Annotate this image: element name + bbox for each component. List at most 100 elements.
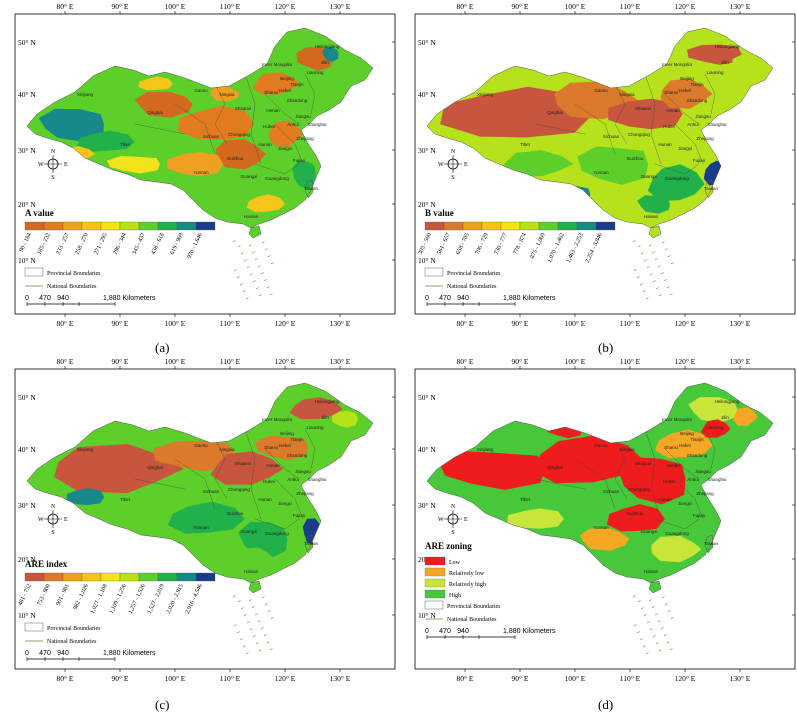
class-region (608, 98, 683, 130)
province-label: Ningxia (219, 92, 235, 97)
province-label: Yunnan (593, 170, 609, 175)
provincial-boundary (244, 73, 262, 165)
province-label: Shanghai (307, 122, 326, 127)
svg-text:Provincial Boundaries: Provincial Boundaries (47, 271, 101, 277)
left-latitude-label: 40° N (18, 90, 36, 99)
province-label: Guangdong (265, 176, 289, 181)
panel-caption: (c) (155, 697, 170, 712)
left-latitude-label: 10° N (18, 256, 36, 265)
svg-text:S: S (451, 175, 454, 181)
legend-swatch (195, 221, 216, 231)
south-china-sea-islands (632, 240, 674, 300)
national-boundary (304, 179, 314, 199)
province-label: Shanghai (707, 477, 726, 482)
top-longitude-label: 110° E (220, 357, 241, 366)
panel-caption: (a) (155, 340, 170, 355)
class-region (252, 72, 300, 95)
province-label: Jiangsu (295, 114, 311, 119)
province-label: Heilongjiang (715, 44, 740, 49)
province-label: Hebei (279, 88, 291, 93)
national-boundary (426, 382, 774, 584)
svg-text:1,880 Kilometers: 1,880 Kilometers (103, 295, 156, 302)
svg-text:E: E (464, 517, 468, 523)
legend-swatch (100, 572, 121, 582)
svg-text:1,880 Kilometers: 1,880 Kilometers (503, 295, 556, 302)
provincial-boundary (214, 438, 228, 500)
legend-swatch (81, 572, 102, 582)
legend-swatch (157, 572, 178, 582)
bottom-longitude-label: 90° E (112, 319, 129, 328)
class-region (651, 535, 702, 563)
class-region (700, 419, 731, 438)
class-region (292, 160, 316, 190)
class-region (530, 435, 645, 484)
province-label: Zhejiang (696, 136, 714, 141)
left-latitude-label: 20° N (18, 555, 36, 564)
province-label: Shanxi (664, 445, 678, 450)
legend-swatch (424, 221, 445, 231)
left-latitude-label: 30° N (18, 501, 36, 510)
class-region (579, 528, 630, 551)
svg-text:N: N (451, 504, 456, 510)
province-label: Liaoning (306, 425, 324, 430)
province-label: Fujian (693, 158, 706, 163)
legend-title: ARE zoning (425, 541, 472, 551)
svg-text:Provincial Boundaries: Provincial Boundaries (447, 604, 501, 610)
left-latitude-label: 40° N (418, 90, 436, 99)
province-label: Taiwan (304, 186, 319, 191)
province-label: Henan (266, 108, 280, 113)
province-label: Jiangsu (695, 469, 711, 474)
province-label: Chongqing (628, 487, 650, 492)
provincial-boundary (654, 518, 700, 530)
province-label: Qinghai (547, 465, 563, 470)
top-longitude-label: 130° E (730, 2, 751, 11)
top-longitude-label: 110° E (220, 2, 241, 11)
left-latitude-label: 50° N (18, 38, 36, 47)
left-latitude-label: 50° N (418, 393, 436, 402)
class-region (138, 76, 173, 91)
province-label: Jiangxi (678, 501, 692, 506)
province-label: Hunan (658, 142, 672, 147)
province-label: Shandong (687, 453, 708, 458)
province-label: Guangdong (265, 531, 289, 536)
province-label: Ningxia (219, 447, 235, 452)
class-region (655, 429, 713, 459)
province-label: Hubei (263, 124, 275, 129)
top-longitude-label: 100° E (165, 357, 186, 366)
svg-text:W: W (38, 517, 44, 523)
svg-text:0: 0 (425, 628, 429, 635)
class-region (246, 194, 285, 213)
province-label: Shaanxi (235, 106, 251, 111)
top-longitude-label: 120° E (675, 357, 696, 366)
province-label: Xinjiang (77, 92, 94, 97)
legend-title: ARE index (25, 559, 68, 569)
legend-swatch (195, 572, 216, 582)
left-latitude-label: 30° N (418, 146, 436, 155)
legend-swatch (43, 572, 64, 582)
province-label: Inner Mongolia (662, 417, 692, 422)
north-arrow-icon: N S E W (38, 504, 68, 536)
province-label: Zhejiang (296, 136, 314, 141)
province-label: Ningxia (619, 92, 635, 97)
province-label: Inner Mongolia (262, 62, 292, 67)
left-latitude-label: 50° N (18, 393, 36, 402)
province-label: Gansu (194, 88, 208, 93)
province-label: Shaanxi (635, 461, 651, 466)
bottom-longitude-label: 130° E (730, 674, 751, 683)
province-label: Tianjin (690, 82, 704, 87)
left-latitude-label: 40° N (18, 445, 36, 454)
svg-text:National Boundaries: National Boundaries (447, 284, 497, 290)
national-boundary (26, 27, 374, 229)
province-label: Hubei (663, 124, 675, 129)
class-region (152, 440, 236, 472)
legend-swatch (595, 221, 616, 231)
bottom-longitude-label: 90° E (512, 319, 529, 328)
class-region (322, 47, 339, 62)
svg-text:N: N (451, 149, 456, 155)
class-region (686, 44, 742, 65)
boundary-legend: Provincial Boundaries National Boundaries (424, 600, 501, 623)
class-region (239, 547, 273, 567)
bottom-longitude-label: 120° E (275, 319, 296, 328)
provincial-boundary (674, 123, 704, 165)
province-label: Tibet (520, 497, 531, 502)
